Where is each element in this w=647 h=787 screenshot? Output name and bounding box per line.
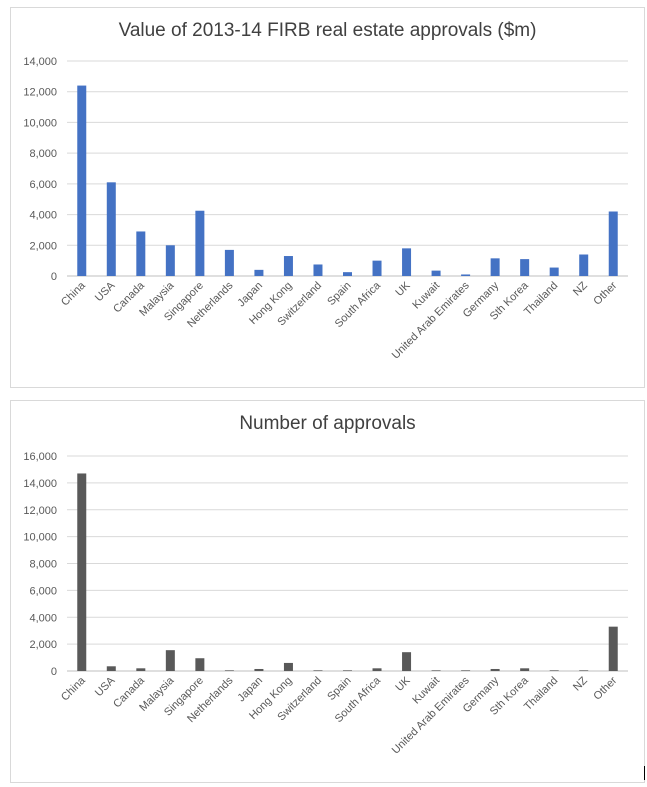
bar <box>372 260 382 276</box>
bar <box>520 259 530 276</box>
count-chart-panel: Number of approvals 0 2,000 4,000 6,000 8,00… <box>10 400 645 783</box>
cursor-mark <box>644 766 645 780</box>
bar <box>372 668 382 671</box>
y-tick-label: 2,000 <box>29 240 57 252</box>
bar <box>195 210 205 276</box>
bar <box>77 473 87 671</box>
bar <box>549 267 559 276</box>
y-tick-label: 2,000 <box>29 639 57 651</box>
bar <box>579 254 589 276</box>
bar <box>283 662 293 671</box>
y-tick-label: 6,000 <box>29 585 57 597</box>
bar <box>224 249 234 276</box>
y-tick-label: 4,000 <box>29 612 57 624</box>
y-tick-label: 14,000 <box>23 478 57 490</box>
y-tick-label: 8,000 <box>29 559 57 571</box>
x-tick-label: NZ <box>571 674 590 693</box>
y-tick-label: 8,000 <box>29 148 57 160</box>
x-tick-label: Other <box>591 279 619 307</box>
bar <box>343 670 352 671</box>
bar <box>165 650 175 671</box>
y-tick-label: 0 <box>51 666 57 678</box>
bar <box>461 274 471 276</box>
bar <box>77 85 87 276</box>
bar <box>313 670 323 671</box>
bar <box>402 248 412 276</box>
x-tick-label: China <box>59 674 88 703</box>
y-tick-label: 10,000 <box>23 532 57 544</box>
bar <box>283 256 293 276</box>
bar <box>579 670 589 671</box>
bar <box>343 272 352 276</box>
value-chart: 0 2,000 4,000 6,000 8,000 10,000 12,000 14,000 C… <box>23 56 628 362</box>
bar <box>136 668 146 671</box>
bar <box>195 658 205 671</box>
bar <box>431 270 441 276</box>
value-chart-panel: Value of 2013-14 FIRB real estate approv… <box>10 7 645 388</box>
x-tick-label: USA <box>93 674 118 699</box>
y-tick-label: 12,000 <box>23 87 57 99</box>
x-tick-label: UK <box>393 279 413 299</box>
count-chart: 0 2,000 4,000 6,000 8,000 10,000 12,000 14,000 1… <box>23 451 628 757</box>
x-tick-label: China <box>59 279 88 308</box>
bar <box>165 245 175 276</box>
y-tick-label: 16,000 <box>23 451 57 463</box>
x-tick-label: UK <box>393 674 413 694</box>
bar <box>490 258 500 276</box>
y-tick-label: 12,000 <box>23 505 57 517</box>
bar <box>461 670 471 671</box>
bar <box>106 666 116 671</box>
bar <box>549 670 559 671</box>
bar <box>224 670 234 671</box>
bar <box>402 652 412 671</box>
chart-title: Number of approvals <box>239 413 416 434</box>
bar <box>608 211 618 276</box>
bar <box>520 668 530 671</box>
bar <box>254 668 264 671</box>
bar <box>254 269 264 276</box>
x-tick-label: Other <box>591 674 619 702</box>
bar <box>490 668 500 671</box>
y-tick-label: 4,000 <box>29 210 57 222</box>
bar <box>313 264 323 276</box>
chart-title: Value of 2013-14 FIRB real estate approv… <box>118 20 537 41</box>
y-tick-label: 6,000 <box>29 179 57 191</box>
y-tick-label: 10,000 <box>23 117 57 129</box>
bar <box>136 231 146 276</box>
bar <box>106 182 116 276</box>
x-tick-label: USA <box>93 279 118 304</box>
bar <box>431 670 441 671</box>
bar <box>608 626 618 671</box>
y-tick-label: 14,000 <box>23 56 57 68</box>
y-tick-label: 0 <box>51 271 57 283</box>
x-tick-label: NZ <box>571 279 590 298</box>
